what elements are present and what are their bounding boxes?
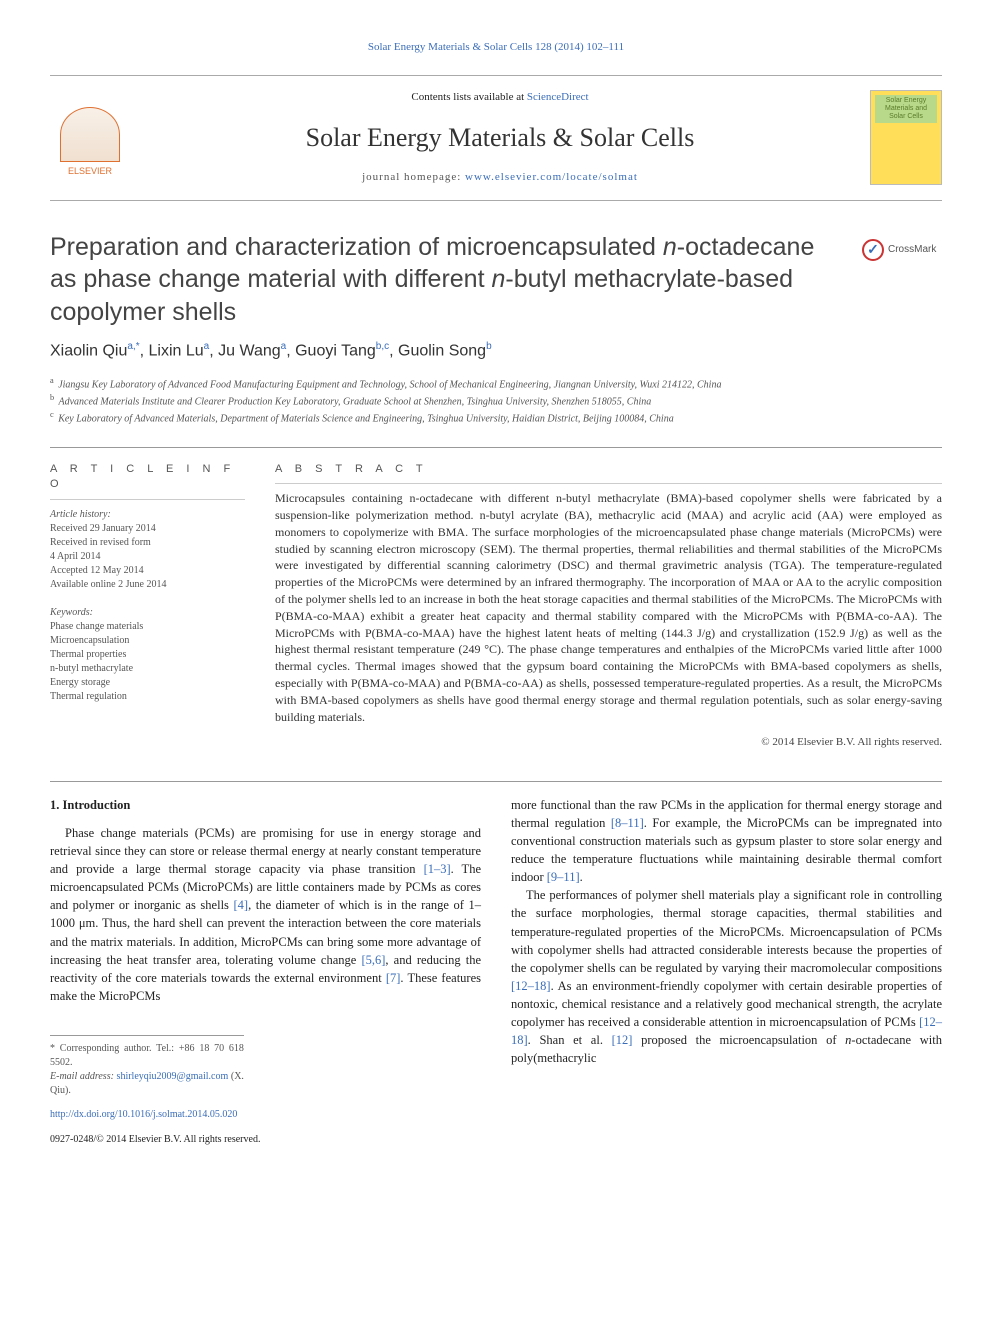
doi-line: http://dx.doi.org/10.1016/j.solmat.2014.…: [50, 1108, 481, 1123]
history-line: 4 April 2014: [50, 550, 245, 564]
ref-link[interactable]: [4]: [234, 898, 249, 912]
body-paragraph: The performances of polymer shell materi…: [511, 886, 942, 1067]
ref-link[interactable]: [1–3]: [424, 862, 451, 876]
history-line: Received in revised form: [50, 536, 245, 550]
divider: [50, 781, 942, 782]
ref-link[interactable]: [9–11]: [547, 870, 580, 884]
right-column: more functional than the raw PCMs in the…: [511, 796, 942, 1147]
cover-title: Solar Energy Materials and Solar Cells: [875, 95, 937, 122]
article-info-label: A R T I C L E I N F O: [50, 462, 245, 493]
journal-header: ELSEVIER Contents lists available at Sci…: [50, 75, 942, 200]
keyword-line: Thermal regulation: [50, 690, 245, 704]
sciencedirect-link[interactable]: ScienceDirect: [527, 91, 589, 103]
section-heading-intro: 1. Introduction: [50, 796, 481, 814]
article-info-sidebar: A R T I C L E I N F O Article history: R…: [50, 462, 245, 751]
email-line: E-mail address: shirleyqiu2009@gmail.com…: [50, 1070, 244, 1098]
email-link[interactable]: shirleyqiu2009@gmail.com: [117, 1071, 229, 1082]
left-column: 1. Introduction Phase change materials (…: [50, 796, 481, 1147]
ref-link[interactable]: [7]: [386, 971, 401, 985]
keywords-label: Keywords:: [50, 606, 245, 620]
header-center: Contents lists available at ScienceDirec…: [130, 90, 870, 185]
abstract-copyright: © 2014 Elsevier B.V. All rights reserved…: [275, 735, 942, 750]
divider: [50, 499, 245, 500]
doi-link[interactable]: http://dx.doi.org/10.1016/j.solmat.2014.…: [50, 1109, 237, 1120]
history-line: Received 29 January 2014: [50, 522, 245, 536]
ref-link[interactable]: [8–11]: [611, 816, 644, 830]
issn-copyright: 0927-0248/© 2014 Elsevier B.V. All right…: [50, 1133, 481, 1148]
elsevier-label: ELSEVIER: [68, 165, 112, 178]
body-paragraph: more functional than the raw PCMs in the…: [511, 796, 942, 887]
author-list: Xiaolin Qiua,*, Lixin Lua, Ju Wanga, Guo…: [50, 340, 942, 363]
abstract-text: Microcapsules containing n-octadecane wi…: [275, 490, 942, 725]
ref-link[interactable]: [5,6]: [361, 953, 385, 967]
ref-link[interactable]: [12–18]: [511, 979, 551, 993]
citation-header: Solar Energy Materials & Solar Cells 128…: [50, 40, 942, 55]
abstract-label: A B S T R A C T: [275, 462, 942, 477]
history-line: Accepted 12 May 2014: [50, 564, 245, 578]
history-line: Available online 2 June 2014: [50, 578, 245, 592]
affiliation-line: c Key Laboratory of Advanced Materials, …: [50, 409, 942, 426]
keyword-line: Microencapsulation: [50, 634, 245, 648]
ref-link[interactable]: [12]: [612, 1033, 633, 1047]
keyword-line: Phase change materials: [50, 620, 245, 634]
keyword-line: Thermal properties: [50, 648, 245, 662]
crossmark-icon: ✓: [862, 239, 884, 261]
keyword-line: Energy storage: [50, 676, 245, 690]
affiliations: a Jiangsu Key Laboratory of Advanced Foo…: [50, 375, 942, 427]
body-paragraph: Phase change materials (PCMs) are promis…: [50, 824, 481, 1005]
contents-line: Contents lists available at ScienceDirec…: [130, 90, 870, 105]
homepage-line: journal homepage: www.elsevier.com/locat…: [130, 170, 870, 185]
affiliation-line: b Advanced Materials Institute and Clear…: [50, 392, 942, 409]
homepage-prefix: journal homepage:: [362, 171, 465, 183]
body-columns: 1. Introduction Phase change materials (…: [50, 796, 942, 1147]
corresponding-author: * Corresponding author. Tel.: +86 18 70 …: [50, 1042, 244, 1070]
journal-name: Solar Energy Materials & Solar Cells: [130, 120, 870, 156]
contents-prefix: Contents lists available at: [411, 91, 526, 103]
elsevier-tree-icon: [60, 107, 120, 162]
ref-link[interactable]: [12–18]: [511, 1015, 942, 1047]
abstract-section: A B S T R A C T Microcapsules containing…: [275, 462, 942, 751]
divider: [275, 483, 942, 484]
crossmark-label: CrossMark: [888, 243, 936, 257]
keyword-line: n-butyl methacrylate: [50, 662, 245, 676]
journal-cover-thumbnail: Solar Energy Materials and Solar Cells: [870, 90, 942, 185]
article-title: Preparation and characterization of micr…: [50, 231, 842, 329]
elsevier-logo: ELSEVIER: [50, 98, 130, 178]
history-label: Article history:: [50, 508, 245, 522]
footnotes: * Corresponding author. Tel.: +86 18 70 …: [50, 1035, 244, 1098]
citation-link[interactable]: Solar Energy Materials & Solar Cells 128…: [368, 41, 624, 53]
divider: [50, 447, 942, 448]
homepage-link[interactable]: www.elsevier.com/locate/solmat: [465, 171, 638, 183]
crossmark-badge[interactable]: ✓ CrossMark: [862, 239, 942, 261]
affiliation-line: a Jiangsu Key Laboratory of Advanced Foo…: [50, 375, 942, 392]
